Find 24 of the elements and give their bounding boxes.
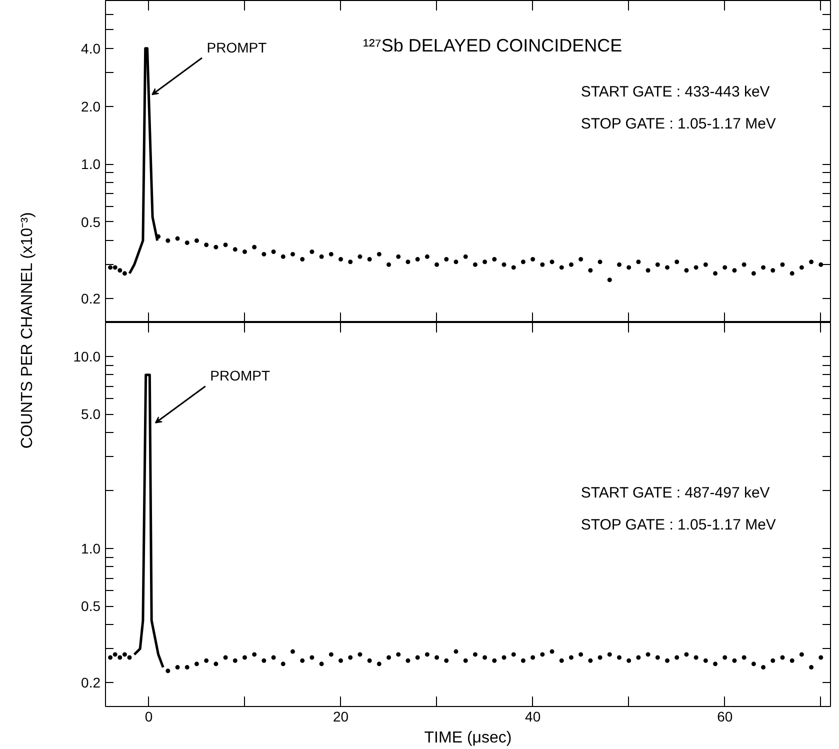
annotation: START GATE : 433-443 keV	[580, 84, 770, 100]
x-tick-label: 60	[717, 708, 733, 724]
text: ¹²⁷Sb DELAYED COINCIDENCE	[362, 36, 622, 56]
x-tick-label: 20	[332, 708, 349, 724]
x-tick-label: 40	[525, 708, 541, 724]
y-tick-label: 0.5	[81, 214, 101, 230]
y-tick-label: 4.0	[81, 40, 101, 56]
annotation: STOP GATE : 1.05-1.17 MeV	[580, 516, 776, 534]
y-tick-label: 5.0	[81, 406, 101, 422]
y-tick-label: 1.0	[81, 540, 101, 556]
x-tick-label: 0	[144, 708, 153, 724]
y-tick-label: 0.2	[81, 290, 101, 306]
annotation: PROMPT	[206, 39, 268, 56]
annotation: START GATE : 487-497 keV	[580, 484, 770, 502]
y-tick-label: 10.0	[73, 348, 101, 364]
annotation: STOP GATE : 1.05-1.17 MeV	[580, 116, 776, 132]
line-series	[133, 374, 164, 669]
y-tick-label: 0.5	[81, 598, 101, 614]
y-tick-label: 1.0	[81, 156, 101, 172]
x-axis-title: TIME (μsec)	[424, 730, 512, 746]
y-tick-label: 2.0	[81, 98, 101, 114]
annotation: PROMPT	[210, 368, 271, 384]
y-axis-title: COUNTS PER CHANNEL (x10⁻³)	[19, 212, 36, 449]
y-tick-label: 0.2	[81, 674, 101, 691]
